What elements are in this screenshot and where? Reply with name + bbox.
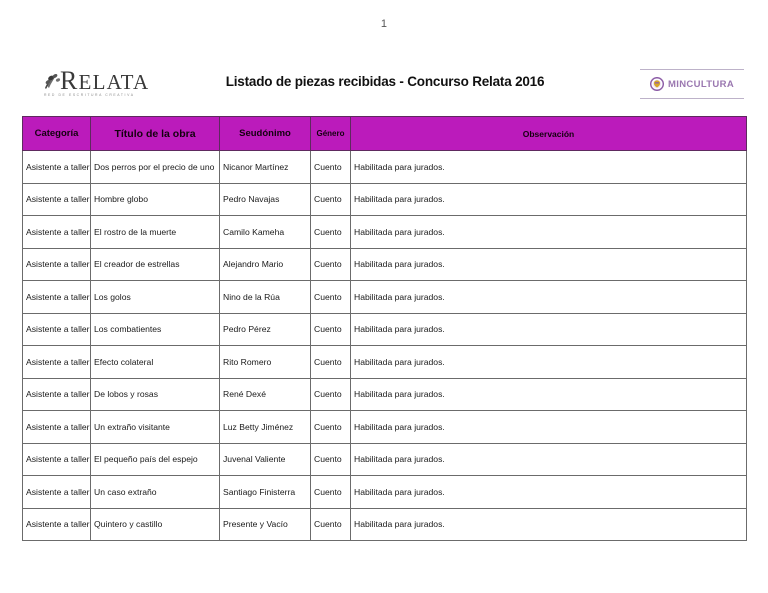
cell-genero: Cuento <box>310 280 351 314</box>
column-header-genero: Género <box>310 116 351 151</box>
cell-genero: Cuento <box>310 215 351 249</box>
cell-observacion: Habilitada para jurados. <box>350 150 747 184</box>
cell-observacion: Habilitada para jurados. <box>350 345 747 379</box>
cell-titulo: Dos perros por el precio de uno <box>90 150 220 184</box>
cell-titulo: El creador de estrellas <box>90 247 220 281</box>
cell-seudonimo: Rito Romero <box>219 345 311 379</box>
cell-titulo: Los golos <box>90 280 220 314</box>
relata-wordmark: RELATA <box>60 68 150 94</box>
relata-wordmark-rest: ELATA <box>78 70 150 94</box>
table-header-row: Categoría Título de la obra Seudónimo Gé… <box>22 116 747 151</box>
cell-seudonimo: Nino de la Rúa <box>219 280 311 314</box>
cell-seudonimo: Pedro Navajas <box>219 182 311 216</box>
cell-observacion: Habilitada para jurados. <box>350 475 747 509</box>
cell-categoria: Asistente a taller <box>22 312 91 346</box>
cell-seudonimo: Juvenal Valiente <box>219 442 311 476</box>
cell-genero: Cuento <box>310 377 351 411</box>
table-row: Asistente a taller Los golos Nino de la … <box>22 280 747 314</box>
column-header-seudonimo: Seudónimo <box>219 116 311 151</box>
cell-genero: Cuento <box>310 312 351 346</box>
cell-titulo: Quintero y castillo <box>90 507 220 541</box>
table-row: Asistente a taller Hombre globo Pedro Na… <box>22 182 747 216</box>
cell-titulo: Un caso extraño <box>90 475 220 509</box>
cell-genero: Cuento <box>310 247 351 281</box>
cell-categoria: Asistente a taller <box>22 410 91 444</box>
cell-observacion: Habilitada para jurados. <box>350 507 747 541</box>
table-row: Asistente a taller El rostro de la muert… <box>22 215 747 249</box>
cell-genero: Cuento <box>310 182 351 216</box>
cell-genero: Cuento <box>310 150 351 184</box>
cell-observacion: Habilitada para jurados. <box>350 182 747 216</box>
table-row: Asistente a taller Dos perros por el pre… <box>22 150 747 184</box>
laurel-ornament-icon <box>42 71 64 91</box>
cell-categoria: Asistente a taller <box>22 475 91 509</box>
column-header-categoria: Categoría <box>22 116 91 151</box>
cell-categoria: Asistente a taller <box>22 182 91 216</box>
cell-seudonimo: Pedro Pérez <box>219 312 311 346</box>
table-row: Asistente a taller El pequeño país del e… <box>22 442 747 476</box>
column-header-titulo: Título de la obra <box>90 116 220 151</box>
cell-titulo: El rostro de la muerte <box>90 215 220 249</box>
mincultura-wordmark: MINCULTURA <box>667 78 735 90</box>
cell-observacion: Habilitada para jurados. <box>350 215 747 249</box>
cell-categoria: Asistente a taller <box>22 507 91 541</box>
cell-categoria: Asistente a taller <box>22 442 91 476</box>
colombia-seal-icon <box>649 76 664 92</box>
cell-titulo: Los combatientes <box>90 312 220 346</box>
cell-observacion: Habilitada para jurados. <box>350 312 747 346</box>
cell-titulo: Efecto colateral <box>90 345 220 379</box>
table-row: Asistente a taller Un caso extraño Santi… <box>22 475 747 509</box>
cell-seudonimo: Presente y Vacío <box>219 507 311 541</box>
cell-categoria: Asistente a taller <box>22 150 91 184</box>
cell-categoria: Asistente a taller <box>22 215 91 249</box>
table-row: Asistente a taller Un extraño visitante … <box>22 410 747 444</box>
table-row: Asistente a taller Efecto colateral Rito… <box>22 345 747 379</box>
cell-observacion: Habilitada para jurados. <box>350 377 747 411</box>
cell-seudonimo: Luz Betty Jiménez <box>219 410 311 444</box>
pieces-table: Categoría Título de la obra Seudónimo Gé… <box>22 116 747 541</box>
table-row: Asistente a taller El creador de estrell… <box>22 247 747 281</box>
page-title: Listado de piezas recibidas - Concurso R… <box>225 74 545 89</box>
cell-categoria: Asistente a taller <box>22 280 91 314</box>
relata-tagline: RED DE ESCRITURA CREATIVA <box>44 93 135 97</box>
cell-genero: Cuento <box>310 442 351 476</box>
cell-genero: Cuento <box>310 475 351 509</box>
cell-seudonimo: Santiago Finisterra <box>219 475 311 509</box>
table-body: Asistente a taller Dos perros por el pre… <box>22 150 747 541</box>
cell-observacion: Habilitada para jurados. <box>350 410 747 444</box>
cell-seudonimo: Nicanor Martínez <box>219 150 311 184</box>
cell-titulo: Un extraño visitante <box>90 410 220 444</box>
cell-titulo: Hombre globo <box>90 182 220 216</box>
cell-categoria: Asistente a taller <box>22 345 91 379</box>
mincultura-logo: MINCULTURA <box>640 69 744 99</box>
cell-observacion: Habilitada para jurados. <box>350 442 747 476</box>
cell-seudonimo: Camilo Kameha <box>219 215 311 249</box>
table-row: Asistente a taller Los combatientes Pedr… <box>22 312 747 346</box>
cell-categoria: Asistente a taller <box>22 377 91 411</box>
table-row: Asistente a taller Quintero y castillo P… <box>22 507 747 541</box>
cell-genero: Cuento <box>310 507 351 541</box>
cell-genero: Cuento <box>310 345 351 379</box>
cell-titulo: De lobos y rosas <box>90 377 220 411</box>
cell-seudonimo: René Dexé <box>219 377 311 411</box>
cell-titulo: El pequeño país del espejo <box>90 442 220 476</box>
table-row: Asistente a taller De lobos y rosas René… <box>22 377 747 411</box>
cell-observacion: Habilitada para jurados. <box>350 247 747 281</box>
cell-observacion: Habilitada para jurados. <box>350 280 747 314</box>
cell-categoria: Asistente a taller <box>22 247 91 281</box>
relata-logo: RELATA RED DE ESCRITURA CREATIVA <box>42 68 172 104</box>
cell-genero: Cuento <box>310 410 351 444</box>
column-header-observacion: Observación <box>350 116 747 151</box>
relata-wordmark-initial: R <box>60 66 79 95</box>
page-number: 1 <box>380 18 388 30</box>
cell-seudonimo: Alejandro Mario <box>219 247 311 281</box>
document-header: RELATA RED DE ESCRITURA CREATIVA Listado… <box>0 64 768 106</box>
